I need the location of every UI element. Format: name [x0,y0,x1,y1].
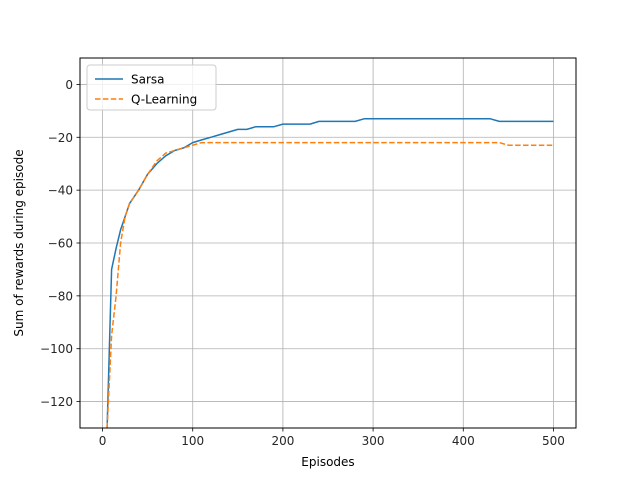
x-axis: 0 100 200 300 400 500 [99,428,565,448]
y-tick-label: −100 [40,342,73,356]
legend-label: Sarsa [131,73,165,87]
x-tick-label: 200 [271,434,294,448]
x-tick-label: 300 [362,434,385,448]
x-tick-label: 0 [99,434,107,448]
y-tick-label: −120 [40,395,73,409]
x-tick-label: 400 [452,434,475,448]
y-tick-label: −40 [48,184,73,198]
y-axis: −120 −100 −80 −60 −40 −20 0 [40,78,80,409]
legend-label: Q-Learning [131,93,197,107]
y-tick-label: −20 [48,131,73,145]
legend: Sarsa Q-Learning [86,64,217,111]
series-line-q-learning [106,141,554,428]
x-tick-label: 100 [181,434,204,448]
x-tick-label: 500 [542,434,565,448]
series-line-sarsa [106,118,554,428]
y-tick-label: −60 [48,237,73,251]
grid [80,58,576,428]
y-axis-label: Sum of rewards during episode [12,149,26,336]
y-tick-label: −80 [48,289,73,303]
plot-lines [106,118,554,428]
y-tick-label: 0 [65,78,73,92]
x-axis-label: Episodes [301,455,354,469]
